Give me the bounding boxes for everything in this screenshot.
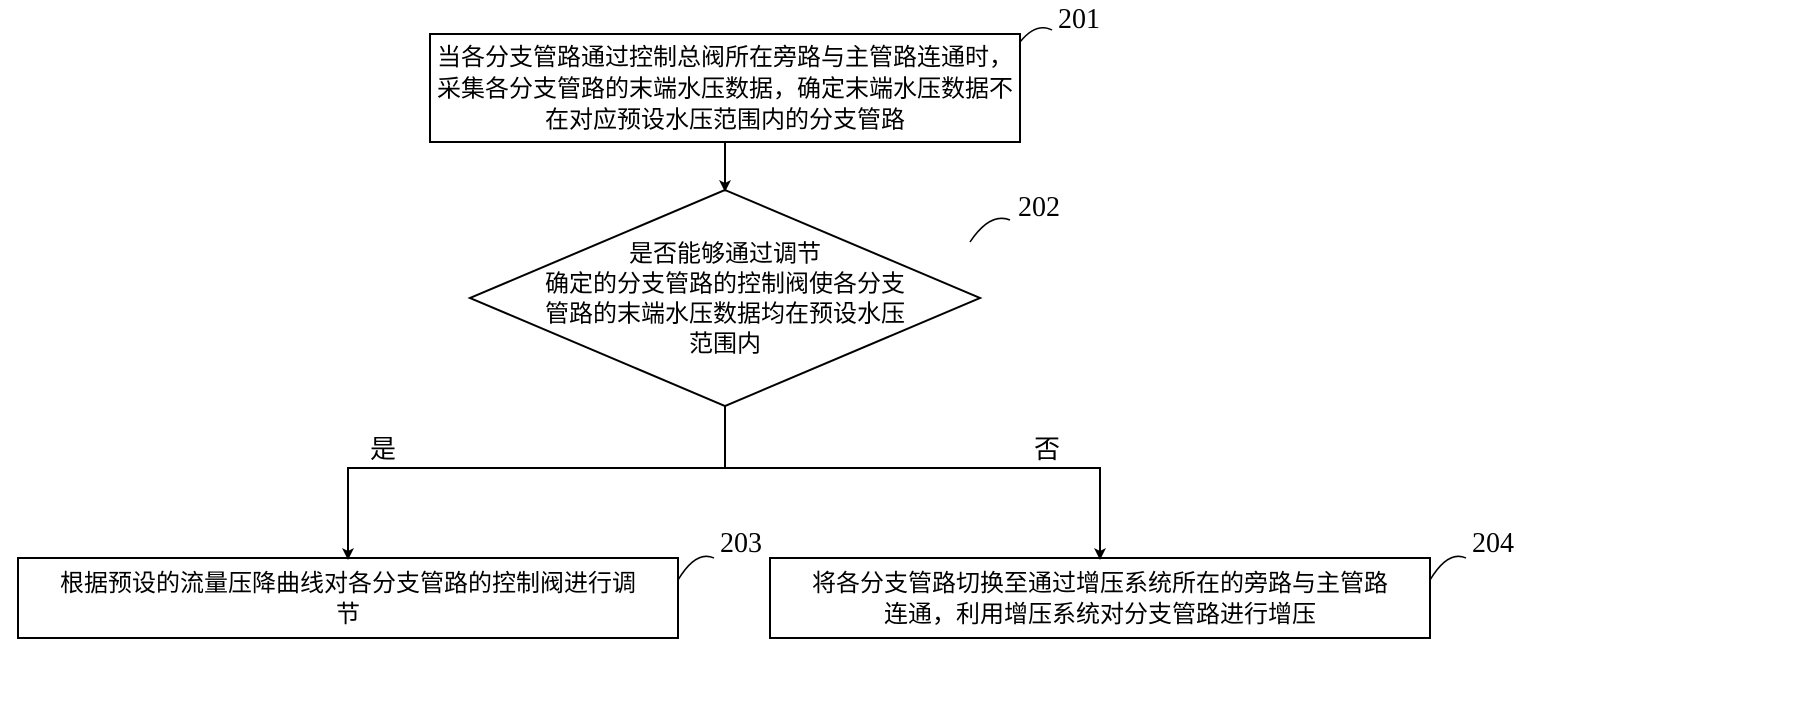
edge-label-yes: 是 (370, 435, 396, 464)
leader-line (1430, 556, 1466, 580)
leader-line (678, 556, 714, 580)
node-n204: 将各分支管路切换至通过增压系统所在的旁路与主管路连通，利用增压系统对分支管路进行… (770, 558, 1430, 638)
node-n202: 是否能够通过调节确定的分支管路的控制阀使各分支管路的末端水压数据均在预设水压范围… (470, 190, 980, 406)
edge-label-no: 否 (1034, 435, 1060, 464)
edge-yes (348, 468, 725, 558)
process-text: 当各分支管路通过控制总阀所在旁路与主管路连通时，采集各分支管路的末端水压数据，确… (437, 44, 1013, 133)
node-n201: 当各分支管路通过控制总阀所在旁路与主管路连通时，采集各分支管路的末端水压数据，确… (430, 34, 1020, 142)
step-label-202: 202 (1018, 192, 1060, 223)
process-text: 根据预设的流量压降曲线对各分支管路的控制阀进行调节 (60, 570, 636, 628)
edge-no (725, 468, 1100, 558)
flowchart-svg: 是 否 当各分支管路通过控制总阀所在旁路与主管路连通时，采集各分支管路的末端水压数… (0, 0, 1815, 716)
step-label-201: 201 (1058, 4, 1100, 35)
step-label-203: 203 (720, 528, 762, 559)
leader-line (970, 218, 1010, 242)
leader-line (1020, 28, 1052, 42)
node-n203: 根据预设的流量压降曲线对各分支管路的控制阀进行调节 (18, 558, 678, 638)
decision-diamond (470, 190, 980, 406)
decision-text: 是否能够通过调节确定的分支管路的控制阀使各分支管路的末端水压数据均在预设水压范围… (545, 240, 905, 357)
step-label-204: 204 (1472, 528, 1514, 559)
process-text: 将各分支管路切换至通过增压系统所在的旁路与主管路连通，利用增压系统对分支管路进行… (812, 570, 1388, 628)
